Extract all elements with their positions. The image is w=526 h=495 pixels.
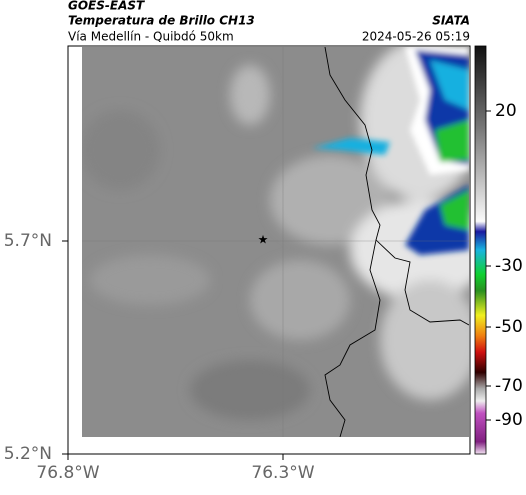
lon-label: 76.3°W <box>251 463 314 483</box>
colorbar-label: -50 <box>495 317 523 337</box>
lat-label: 5.2°N <box>4 444 52 464</box>
colorbar-label: 20 <box>495 101 517 121</box>
colorbar-label: -30 <box>495 256 523 276</box>
colorbar-label: -70 <box>495 376 523 396</box>
colorbar <box>474 45 487 455</box>
satellite-image: ★ <box>82 47 469 437</box>
region: Vía Medellín - Quibdó 50km <box>68 30 234 44</box>
colorbar-label: -90 <box>495 410 523 430</box>
datetime: 2024-05-26 05:19 <box>362 30 470 44</box>
lon-label: 76.8°W <box>36 463 99 483</box>
subtitle: Temperatura de Brillo CH13 <box>68 14 255 28</box>
title: GOES-EAST <box>68 0 145 13</box>
source: SIATA <box>432 14 470 28</box>
lat-label: 5.7°N <box>4 231 52 251</box>
svg-text:★: ★ <box>258 233 269 247</box>
